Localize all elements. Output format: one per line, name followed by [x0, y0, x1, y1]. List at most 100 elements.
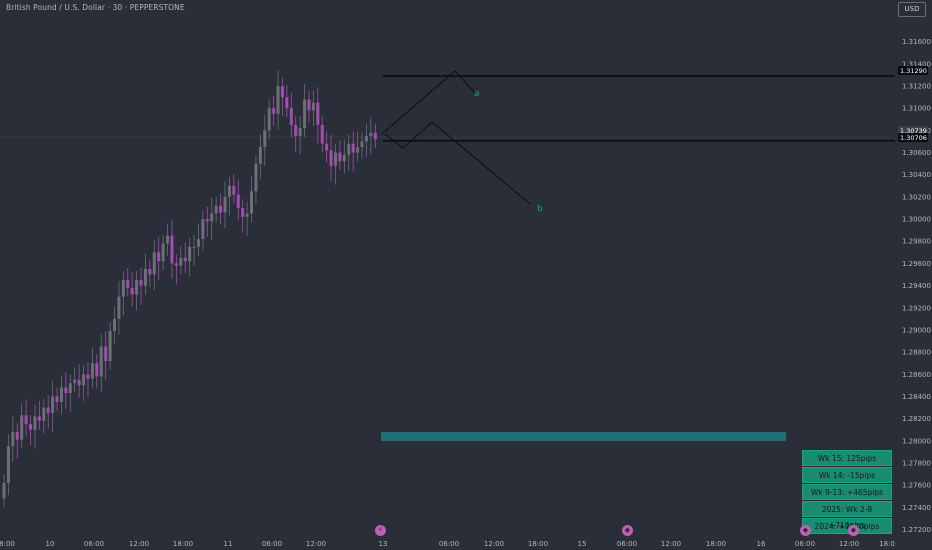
x-tick-label: 12:00 — [839, 540, 859, 548]
event-marker-icon[interactable]: ⚡ — [375, 525, 386, 536]
y-tick-label: 1.28800 — [902, 349, 931, 357]
x-tick-label: 12:00 — [306, 540, 326, 548]
candles-layer — [2, 70, 377, 508]
candle-body — [307, 99, 311, 111]
x-tick-label: 12:00 — [129, 540, 149, 548]
candle-body — [152, 252, 156, 275]
event-marker-icon[interactable]: ◆ — [622, 525, 633, 536]
y-tick-label: 1.31400 — [902, 60, 931, 68]
candle-body — [24, 415, 28, 425]
candle-body — [285, 97, 289, 109]
projection-a-path — [382, 70, 476, 134]
candle-body — [276, 86, 280, 114]
stats-panel: Wk 15: 125pips Wk 14: -15pips Wk 9-13: +… — [802, 450, 892, 535]
x-tick-label: 15 — [578, 540, 587, 548]
candle-body — [263, 130, 267, 148]
candle-body — [20, 415, 24, 440]
candle-body — [99, 346, 103, 377]
candle-body — [73, 379, 77, 384]
y-tick-label: 1.28000 — [902, 437, 931, 445]
candle-body — [68, 383, 72, 394]
y-tick-label: 1.30000 — [902, 216, 931, 224]
candle-body — [254, 163, 258, 192]
y-tick-label: 1.27200 — [902, 526, 931, 534]
event-marker-icon[interactable]: ◆ — [800, 525, 811, 536]
y-tick-label: 1.28400 — [902, 393, 931, 401]
candle-body — [126, 280, 130, 288]
y-tick-label: 1.29200 — [902, 304, 931, 312]
candle-body — [117, 296, 121, 319]
candle-body — [227, 185, 231, 197]
x-tick-label: 18:00 — [173, 540, 193, 548]
stat-2024: 2024: +1220pips — [802, 518, 892, 534]
time-axis: 8:00 10 06:00 12:00 18:00 11 06:00 12:00 13 06:00… — [0, 540, 895, 548]
y-tick-label: 1.29000 — [902, 326, 931, 334]
candle-body — [334, 152, 337, 166]
candle-body — [90, 363, 94, 379]
x-tick-label: 12:00 — [661, 540, 681, 548]
candle-body — [166, 235, 170, 244]
candle-body — [342, 154, 346, 162]
y-tick-label: 1.28200 — [902, 415, 931, 423]
x-tick-label: 16 — [757, 540, 766, 548]
candle-body — [294, 124, 298, 136]
y-tick-label: 1.31000 — [902, 105, 931, 113]
stat-week-14: Wk 14: -15pips — [802, 467, 892, 483]
y-tick-label: 1.29400 — [902, 282, 931, 290]
candle-body — [130, 287, 134, 295]
candle-body — [267, 108, 271, 131]
candle-body — [161, 243, 165, 262]
x-tick-label: 18:00 — [528, 540, 548, 548]
chart-title: British Pound / U.S. Dollar · 30 · PEPPE… — [6, 3, 185, 12]
projection-b-path — [384, 121, 531, 205]
y-tick-label: 1.27600 — [902, 482, 931, 490]
projection-label-a: a — [474, 89, 480, 99]
candle-body — [113, 318, 116, 332]
candle-body — [232, 185, 236, 195]
candle-body — [219, 205, 223, 213]
candle-body — [135, 280, 139, 295]
event-marker-icon[interactable]: ◆ — [848, 525, 859, 536]
candle-body — [108, 331, 112, 361]
candle-body — [373, 132, 377, 140]
price-label-box — [898, 133, 928, 142]
candle-body — [51, 396, 55, 414]
price-label: 1.31290 — [900, 67, 927, 75]
y-tick-label: 1.30600 — [902, 149, 931, 157]
y-tick-label: 1.28600 — [902, 371, 931, 379]
currency-badge[interactable]: USD — [898, 2, 926, 17]
candle-body — [192, 246, 196, 248]
y-tick-label: 1.30200 — [902, 193, 931, 201]
candle-body — [37, 416, 41, 421]
candle-body — [174, 263, 178, 266]
candle-body — [59, 387, 63, 402]
price-label-box — [898, 66, 928, 75]
candle-body — [55, 396, 59, 402]
candle-body — [364, 135, 368, 142]
candle-body — [303, 99, 307, 129]
candle-body — [179, 257, 183, 266]
price-label: 1.30739 — [900, 127, 927, 135]
candle-body — [356, 147, 360, 153]
candle-body — [351, 143, 355, 153]
y-tick-label: 1.29600 — [902, 260, 931, 268]
x-tick-label: 11 — [224, 540, 233, 548]
x-tick-label: 12:00 — [484, 540, 504, 548]
candle-body — [6, 446, 10, 483]
candle-body — [77, 379, 81, 386]
candle-body — [170, 235, 174, 264]
stat-weeks-9-13: Wk 9-13: +465pips — [802, 484, 892, 500]
candle-body — [95, 363, 99, 377]
candle-body — [29, 424, 33, 430]
candle-body — [2, 482, 6, 499]
candle-body — [183, 257, 187, 262]
stat-week-15: Wk 15: 125pips — [802, 450, 892, 466]
candle-body — [360, 141, 364, 148]
candle-body — [223, 196, 227, 213]
candle-body — [316, 102, 320, 125]
x-tick-label: 06:00 — [795, 540, 815, 548]
drawings-layer: ab — [381, 70, 895, 441]
candle-body — [245, 213, 249, 217]
candle-body — [250, 191, 254, 214]
